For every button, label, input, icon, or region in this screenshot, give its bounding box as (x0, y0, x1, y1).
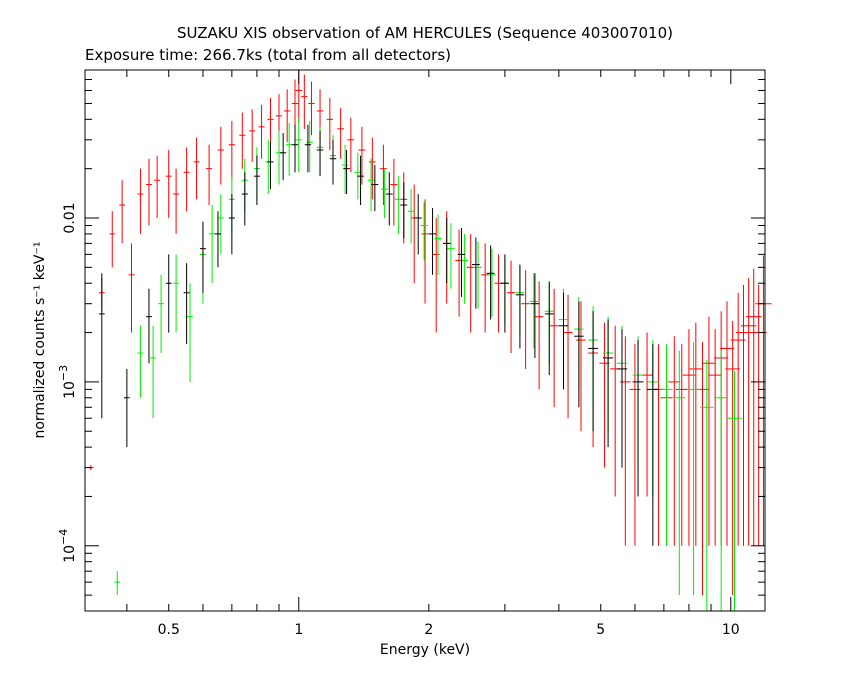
y-axis-label: normalized counts s⁻¹ keV⁻¹ (32, 241, 48, 438)
y-tick-label: 0.01 (62, 202, 78, 233)
chart-title: SUZAKU XIS observation of AM HERCULES (S… (177, 24, 673, 42)
data-series-layer (87, 70, 772, 611)
x-tick-label: 0.5 (158, 622, 180, 638)
y-tick-label: 10−4 (57, 529, 78, 563)
x-tick-label: 1 (294, 622, 303, 638)
axis-ticks-layer: 0.5 1 2 5 10 10−4 10−3 0.01 (57, 69, 765, 638)
data-series (114, 117, 742, 611)
svg-text:0.01: 0.01 (62, 202, 78, 233)
x-axis-label: Energy (keV) (380, 642, 470, 658)
chart-subtitle: Exposure time: 266.7ks (total from all d… (85, 46, 451, 64)
plot-frame (84, 69, 766, 612)
y-tick-label: 10−3 (57, 365, 78, 399)
x-tick-label: 5 (596, 622, 605, 638)
data-series (98, 124, 659, 546)
svg-text:10−4: 10−4 (57, 529, 78, 563)
x-tick-label: 2 (424, 622, 433, 638)
svg-text:10−3: 10−3 (57, 365, 78, 399)
x-tick-label: 10 (722, 622, 740, 638)
